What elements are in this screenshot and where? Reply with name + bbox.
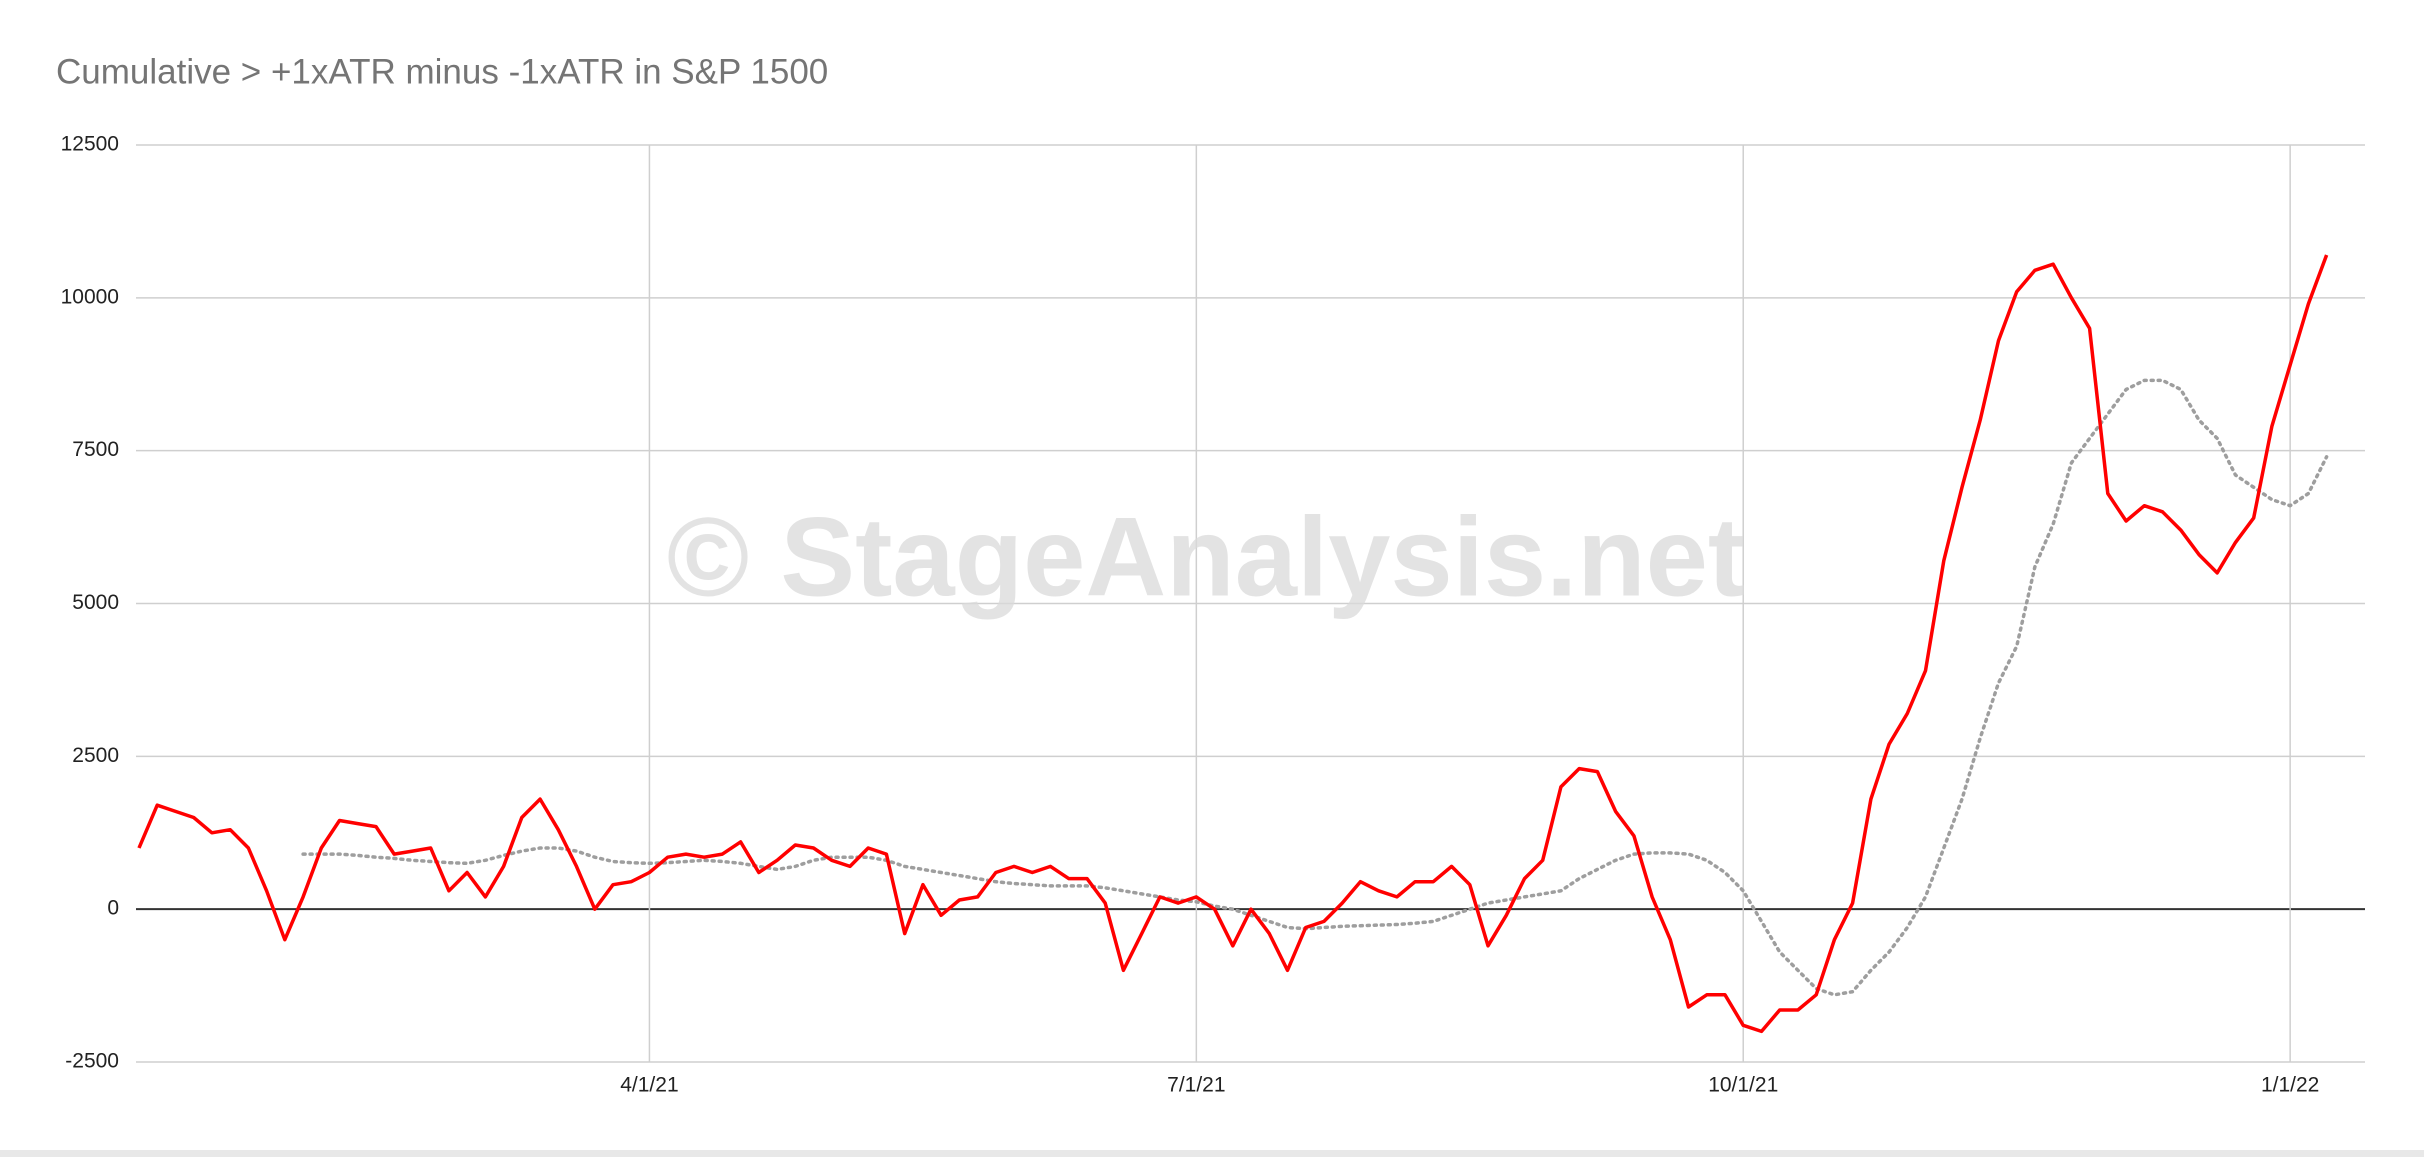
plot: [137, 254, 2329, 1034]
series-line: [137, 254, 2329, 1034]
x-tick-label: 1/1/22: [2261, 1074, 2319, 1097]
bottom-strip: [0, 1150, 2424, 1157]
chart-title: Cumulative > +1xATR minus -1xATR in S&P …: [56, 52, 828, 91]
y-tick-label: 5000: [72, 591, 119, 614]
x-tick-label: 10/1/21: [1708, 1074, 1778, 1097]
x-tick-label: 7/1/21: [1167, 1074, 1225, 1097]
y-tick-label: -2500: [65, 1050, 119, 1073]
grid: -2500 0 2500 5000 7500 10000 12500 4/1/21 7/1/21…: [61, 133, 2365, 1097]
watermark: © StageAnalysis.net: [667, 495, 1745, 620]
y-tick-label: 2500: [72, 744, 119, 767]
y-tick-label: 0: [107, 897, 119, 920]
y-tick-label: 12500: [61, 133, 119, 156]
x-tick-label: 4/1/21: [620, 1074, 678, 1097]
y-tick-label: 7500: [72, 438, 119, 461]
series-line: [301, 378, 2329, 997]
y-tick-label: 10000: [61, 285, 119, 308]
